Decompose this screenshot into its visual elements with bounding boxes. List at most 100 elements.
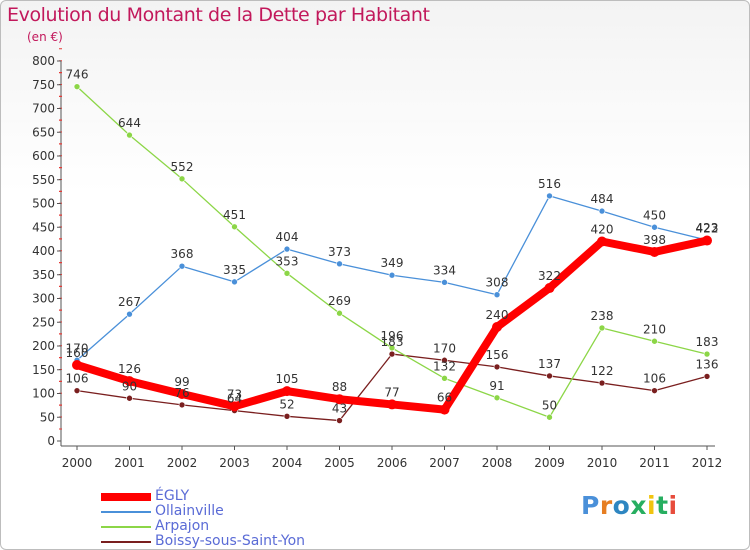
legend-label: Boissy-sous-Saint-Yon bbox=[155, 533, 306, 549]
data-point bbox=[283, 412, 291, 420]
data-point bbox=[597, 236, 607, 247]
data-label: 404 bbox=[276, 230, 299, 244]
data-point bbox=[651, 387, 658, 394]
data-point bbox=[126, 131, 133, 139]
x-tick-label: 2007 bbox=[429, 456, 460, 470]
data-point bbox=[283, 270, 291, 277]
data-label: 746 bbox=[66, 68, 89, 82]
data-label: 122 bbox=[591, 364, 614, 378]
data-label: 353 bbox=[276, 254, 299, 268]
chart-title: Evolution du Montant de la Dette par Hab… bbox=[7, 4, 430, 26]
data-point bbox=[493, 291, 501, 299]
data-label: 77 bbox=[384, 385, 399, 399]
legend-swatch bbox=[101, 493, 151, 501]
data-label: 451 bbox=[223, 208, 246, 222]
data-point bbox=[598, 207, 606, 215]
y-tick-label: 200 bbox=[32, 339, 55, 353]
data-point bbox=[72, 360, 82, 370]
data-point bbox=[336, 309, 343, 317]
y-tick-label: 750 bbox=[32, 78, 55, 92]
data-label: 132 bbox=[433, 359, 456, 373]
data-label: 422 bbox=[696, 222, 719, 236]
data-label: 644 bbox=[118, 116, 141, 130]
data-label: 52 bbox=[279, 397, 294, 411]
data-point bbox=[702, 235, 712, 246]
data-label: 170 bbox=[433, 341, 456, 355]
data-label: 420 bbox=[591, 223, 614, 237]
data-point bbox=[229, 401, 240, 412]
data-point bbox=[388, 271, 396, 279]
x-tick-label: 2001 bbox=[114, 456, 145, 470]
data-point bbox=[126, 310, 133, 318]
data-point bbox=[336, 417, 343, 424]
data-point bbox=[546, 413, 553, 421]
data-label: 73 bbox=[227, 387, 242, 401]
y-tick-label: 650 bbox=[32, 125, 55, 139]
data-point bbox=[387, 399, 397, 410]
data-label: 267 bbox=[118, 295, 141, 309]
y-tick-label: 350 bbox=[32, 268, 55, 282]
data-label: 136 bbox=[696, 357, 719, 371]
y-tick-label: 600 bbox=[32, 149, 55, 163]
x-tick-label: 2009 bbox=[534, 456, 565, 470]
data-label: 170 bbox=[66, 341, 89, 355]
x-tick-label: 2000 bbox=[62, 456, 93, 470]
data-point bbox=[546, 372, 553, 380]
y-tick-label: 50 bbox=[40, 410, 55, 424]
data-label: 90 bbox=[122, 379, 137, 393]
data-label: 335 bbox=[223, 263, 246, 277]
legend-label: ÉGLY bbox=[155, 488, 190, 504]
data-label: 196 bbox=[381, 329, 404, 343]
x-tick-label: 2006 bbox=[377, 456, 408, 470]
data-point bbox=[124, 376, 135, 387]
legend-swatch bbox=[101, 541, 151, 543]
data-point bbox=[388, 344, 396, 352]
legend-label: Ollainville bbox=[155, 503, 224, 519]
data-label: 322 bbox=[538, 269, 561, 283]
data-label: 99 bbox=[174, 375, 189, 389]
data-point bbox=[73, 83, 81, 90]
data-label: 126 bbox=[118, 362, 141, 376]
data-label: 269 bbox=[328, 294, 351, 308]
y-tick-label: 500 bbox=[32, 197, 55, 211]
data-point bbox=[178, 262, 186, 270]
data-point bbox=[493, 363, 501, 371]
chart-unit-label: (en €) bbox=[27, 30, 63, 44]
x-tick-label: 2008 bbox=[482, 456, 513, 470]
data-label: 106 bbox=[643, 372, 666, 386]
data-label: 334 bbox=[433, 263, 456, 277]
data-label: 368 bbox=[171, 247, 194, 261]
data-point bbox=[493, 394, 501, 402]
data-point bbox=[441, 279, 448, 286]
legend-swatch bbox=[101, 526, 151, 528]
y-tick-label: 250 bbox=[32, 315, 55, 329]
y-tick-label: 400 bbox=[32, 244, 55, 258]
data-point bbox=[598, 324, 606, 332]
y-tick-label: 100 bbox=[32, 387, 55, 401]
data-label: 66 bbox=[437, 391, 452, 405]
proxiti-logo: Proxiti bbox=[581, 491, 678, 520]
data-label: 373 bbox=[328, 245, 351, 259]
x-tick-label: 2004 bbox=[272, 456, 303, 470]
data-point bbox=[703, 373, 711, 380]
data-label: 137 bbox=[538, 357, 561, 371]
data-label: 349 bbox=[381, 256, 404, 270]
data-label: 552 bbox=[171, 160, 194, 174]
data-label: 183 bbox=[381, 335, 404, 349]
data-point bbox=[703, 350, 711, 358]
x-tick-label: 2012 bbox=[692, 456, 723, 470]
y-tick-label: 450 bbox=[32, 220, 55, 234]
data-label: 106 bbox=[66, 372, 89, 386]
data-point bbox=[231, 278, 238, 286]
data-point bbox=[651, 337, 658, 345]
data-point bbox=[441, 356, 448, 364]
data-point bbox=[334, 394, 345, 405]
y-tick-label: 150 bbox=[32, 363, 55, 377]
data-point bbox=[546, 192, 553, 200]
x-tick-label: 2003 bbox=[219, 456, 250, 470]
y-tick-label: 0 bbox=[47, 434, 55, 448]
y-tick-label: 700 bbox=[32, 102, 55, 116]
data-label: 43 bbox=[332, 402, 347, 416]
data-label: 238 bbox=[591, 309, 614, 323]
